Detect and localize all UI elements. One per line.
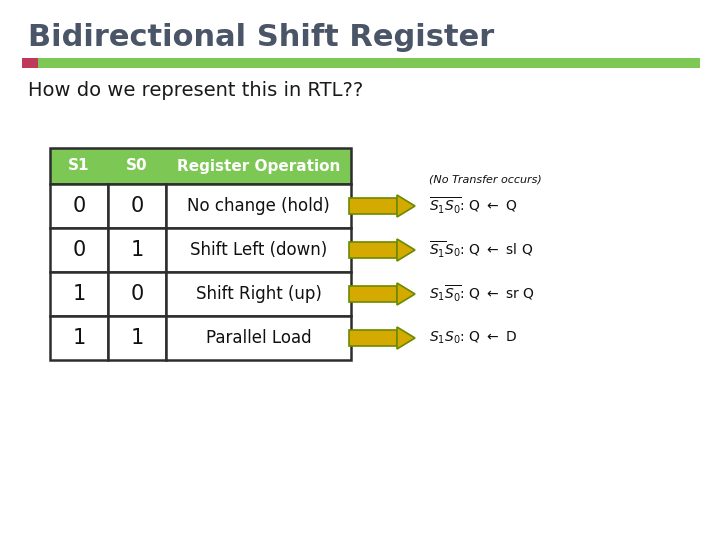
Polygon shape [397,283,415,305]
Text: Shift Right (up): Shift Right (up) [196,285,321,303]
Text: No change (hold): No change (hold) [187,197,330,215]
Polygon shape [397,195,415,217]
Text: Parallel Load: Parallel Load [206,329,311,347]
Bar [108,272,166,316]
Bar [50,316,108,360]
Bar [50,272,108,316]
Bar [166,272,351,316]
Text: 1: 1 [130,328,143,348]
Text: How do we represent this in RTL??: How do we represent this in RTL?? [28,80,364,99]
Bar [50,148,351,184]
Text: 1: 1 [73,284,86,304]
Bar [38,58,700,68]
Bar [349,286,397,302]
Bar [50,228,108,272]
Bar [166,316,351,360]
Text: $S_1S_0$: Q $\leftarrow$ D: $S_1S_0$: Q $\leftarrow$ D [429,330,518,346]
Bar [166,228,351,272]
Text: $\overline{S_1}\overline{S_0}$: Q $\leftarrow$ Q: $\overline{S_1}\overline{S_0}$: Q $\left… [429,195,518,217]
Text: 1: 1 [130,240,143,260]
Text: Register Operation: Register Operation [177,159,340,173]
Bar [349,330,397,346]
Text: Bidirectional Shift Register: Bidirectional Shift Register [28,24,494,52]
Text: $\overline{S_1}S_0$: Q $\leftarrow$ sl Q: $\overline{S_1}S_0$: Q $\leftarrow$ sl Q [429,240,534,260]
Polygon shape [397,239,415,261]
Bar [22,58,38,68]
Bar [108,184,166,228]
Text: (No Transfer occurs): (No Transfer occurs) [429,175,541,185]
Bar [108,228,166,272]
Text: 1: 1 [73,328,86,348]
Text: 0: 0 [73,240,86,260]
Bar [108,316,166,360]
Bar [50,184,108,228]
Polygon shape [397,327,415,349]
Text: 0: 0 [73,196,86,216]
Text: Shift Left (down): Shift Left (down) [190,241,327,259]
Bar [349,198,397,214]
Text: S1: S1 [68,159,90,173]
Text: 0: 0 [130,284,143,304]
Text: $S_1\overline{S_0}$: Q $\leftarrow$ sr Q: $S_1\overline{S_0}$: Q $\leftarrow$ sr Q [429,284,535,305]
Text: S0: S0 [126,159,148,173]
Bar [349,242,397,258]
Text: 0: 0 [130,196,143,216]
Bar [166,184,351,228]
